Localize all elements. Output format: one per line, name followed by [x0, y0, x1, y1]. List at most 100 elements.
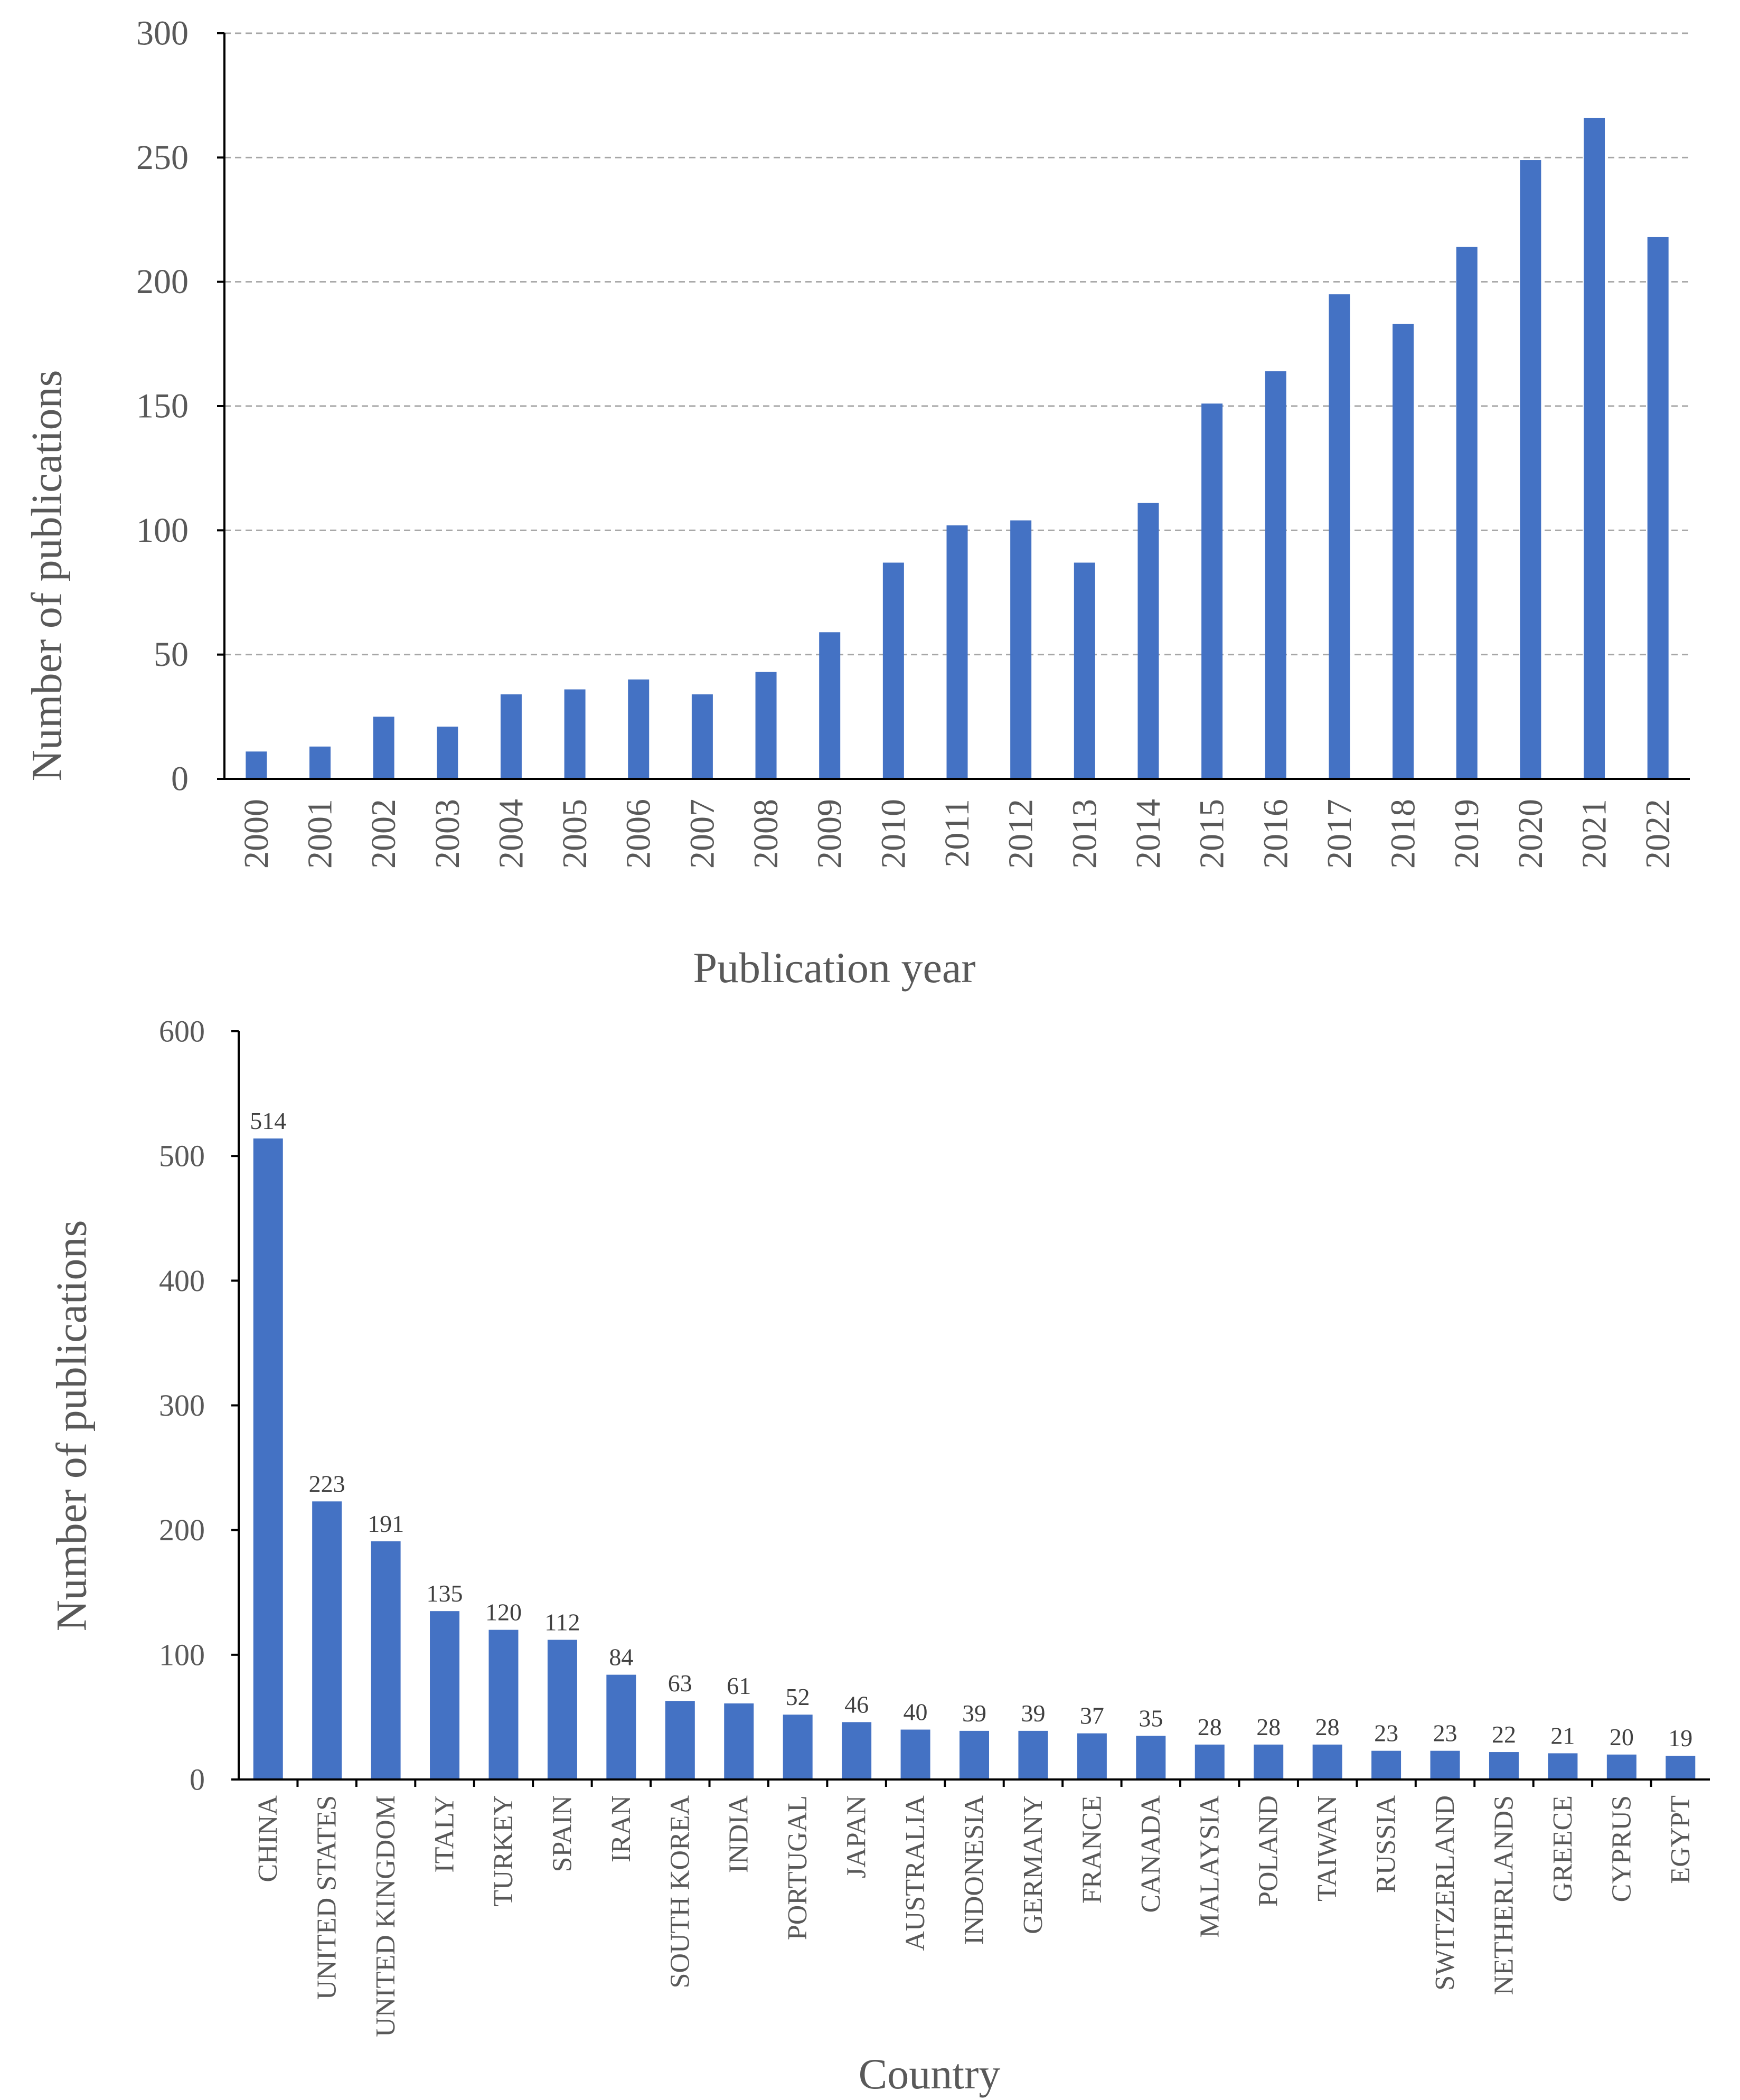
year-chart-bar [1329, 294, 1350, 779]
country-chart-bar [1136, 1736, 1166, 1779]
country-chart-category-label: CYPRUS [1606, 1795, 1636, 1902]
country-chart-bar [1254, 1744, 1284, 1779]
country-chart-category-label: SWITZERLAND [1430, 1795, 1460, 1991]
year-chart-bar [564, 689, 586, 779]
country-chart-bar [1077, 1733, 1107, 1779]
country-chart-bar [960, 1730, 989, 1779]
country-chart-data-label: 23 [1433, 1720, 1457, 1747]
country-chart-bar [842, 1722, 872, 1779]
country-chart-category-label: UNITED STATES [312, 1795, 342, 2000]
country-chart-category-label: CANADA [1136, 1795, 1166, 1913]
year-chart-y-axis-title: Number of publications [23, 370, 71, 781]
country-chart-bar [1666, 1756, 1696, 1779]
country-chart-category-label: NETHERLANDS [1489, 1795, 1519, 1995]
country-chart-bar [312, 1501, 342, 1779]
country-chart-y-tick-label: 100 [159, 1637, 205, 1672]
country-chart-bar [665, 1701, 695, 1779]
year-chart-category-label: 2003 [428, 799, 467, 869]
country-chart-category-label: CHINA [253, 1795, 283, 1882]
country-chart-data-label: 37 [1080, 1702, 1104, 1729]
year-chart-category-label: 2013 [1065, 799, 1104, 869]
country-chart-data-label: 46 [844, 1691, 869, 1718]
year-chart-category-label: 2008 [747, 799, 785, 869]
year-chart-category-label: 2006 [619, 799, 658, 869]
country-chart-data-label: 84 [609, 1644, 633, 1671]
year-chart-bar [1520, 160, 1541, 779]
country-chart-category-label: INDONESIA [960, 1795, 990, 1945]
country-chart-data-label: 39 [962, 1700, 986, 1727]
country-chart-bar [1548, 1753, 1578, 1779]
country-chart-category-label: UNITED KINGDOM [371, 1795, 401, 2037]
country-chart-category-label: EGYPT [1666, 1795, 1696, 1884]
country-chart-data-label: 223 [309, 1470, 345, 1497]
year-chart-category-label: 2020 [1511, 799, 1550, 869]
year-chart-bar [628, 679, 650, 779]
year-chart-category-label: 2011 [938, 799, 976, 868]
country-chart-bar [1430, 1750, 1460, 1779]
year-chart-category-label: 2022 [1639, 799, 1677, 869]
year-chart-category-label: 2019 [1447, 799, 1486, 869]
country-chart-y-axis-title: Number of publications [48, 1220, 96, 1632]
country-chart-category-label: MALAYSIA [1195, 1795, 1225, 1938]
country-chart-category-label: GERMANY [1018, 1795, 1048, 1934]
country-chart-data-label: 20 [1610, 1724, 1634, 1750]
country-chart-category-label: PORTUGAL [783, 1795, 813, 1940]
year-chart-y-tick-label: 50 [154, 635, 189, 674]
country-chart-y-tick-label: 500 [159, 1139, 205, 1173]
year-chart-category-label: 2021 [1575, 799, 1614, 869]
country-chart-y-tick-label: 200 [159, 1513, 205, 1547]
country-chart-bar [253, 1138, 283, 1779]
country-chart-bar [488, 1630, 519, 1779]
country-chart-category-label: SOUTH KOREA [665, 1795, 695, 1989]
country-chart-bar [606, 1674, 636, 1779]
year-chart-y-tick-label: 250 [136, 138, 189, 177]
year-chart-bar [1074, 562, 1095, 779]
country-chart-data-label: 22 [1492, 1721, 1516, 1748]
year-chart-y-tick-label: 100 [136, 511, 189, 550]
country-chart-data-label: 21 [1550, 1722, 1575, 1749]
country-chart-data-label: 63 [668, 1670, 692, 1697]
year-chart-bar [437, 727, 458, 779]
year-chart-bar [691, 694, 713, 779]
country-chart-data-label: 61 [727, 1672, 751, 1699]
year-chart-bar [1647, 237, 1669, 779]
year-chart-bar [500, 694, 522, 779]
year-chart-category-label: 2012 [1002, 799, 1040, 869]
country-chart-category-label: ITALY [430, 1795, 460, 1873]
country-chart-data-label: 191 [368, 1510, 404, 1537]
year-chart-category-label: 2000 [237, 799, 276, 869]
year-chart-category-label: 2004 [492, 799, 530, 869]
year-chart-bar [946, 525, 968, 779]
country-chart-y-tick-label: 600 [159, 1014, 205, 1049]
year-chart-bar [1010, 520, 1032, 779]
year-chart-bar [1393, 324, 1414, 779]
country-chart-data-label: 35 [1139, 1705, 1163, 1731]
country-chart-category-label: GREECE [1548, 1795, 1578, 1902]
country-chart-y-tick-label: 300 [159, 1388, 205, 1423]
country-chart-category-label: JAPAN [842, 1795, 872, 1878]
country-chart-category-label: POLAND [1254, 1795, 1284, 1907]
country-chart-y-tick-label: 400 [159, 1264, 205, 1298]
year-chart-category-label: 2015 [1193, 799, 1231, 869]
year-chart-bar [373, 717, 394, 779]
year-chart: 0 50 100 150 200 250 300 2000 2001 2002 2003 2004 20… [23, 14, 1690, 992]
country-chart-bar [1195, 1744, 1225, 1779]
country-chart-y-tick-label: 0 [190, 1763, 205, 1797]
country-chart-category-label: TAIWAN [1312, 1795, 1342, 1901]
year-chart-category-label: 2001 [300, 799, 339, 869]
country-chart-category-label: TURKEY [488, 1795, 519, 1907]
year-chart-x-axis-title: Publication year [693, 944, 975, 992]
country-chart-category-label: INDIA [724, 1795, 754, 1873]
country-chart-category-label: IRAN [606, 1795, 636, 1862]
country-chart-bar [1018, 1730, 1048, 1779]
country-chart-data-label: 19 [1668, 1725, 1692, 1751]
year-chart-category-label: 2017 [1320, 799, 1359, 869]
year-chart-bar [1456, 247, 1478, 779]
year-chart-bar [1137, 503, 1159, 779]
year-chart-category-label: 2002 [364, 799, 403, 869]
year-chart-category-label: 2018 [1384, 799, 1423, 869]
country-chart-bar [1312, 1744, 1342, 1779]
country-chart-data-label: 23 [1374, 1720, 1398, 1747]
country-chart-data-label: 514 [250, 1107, 286, 1134]
year-chart-category-label: 2014 [1129, 799, 1168, 869]
